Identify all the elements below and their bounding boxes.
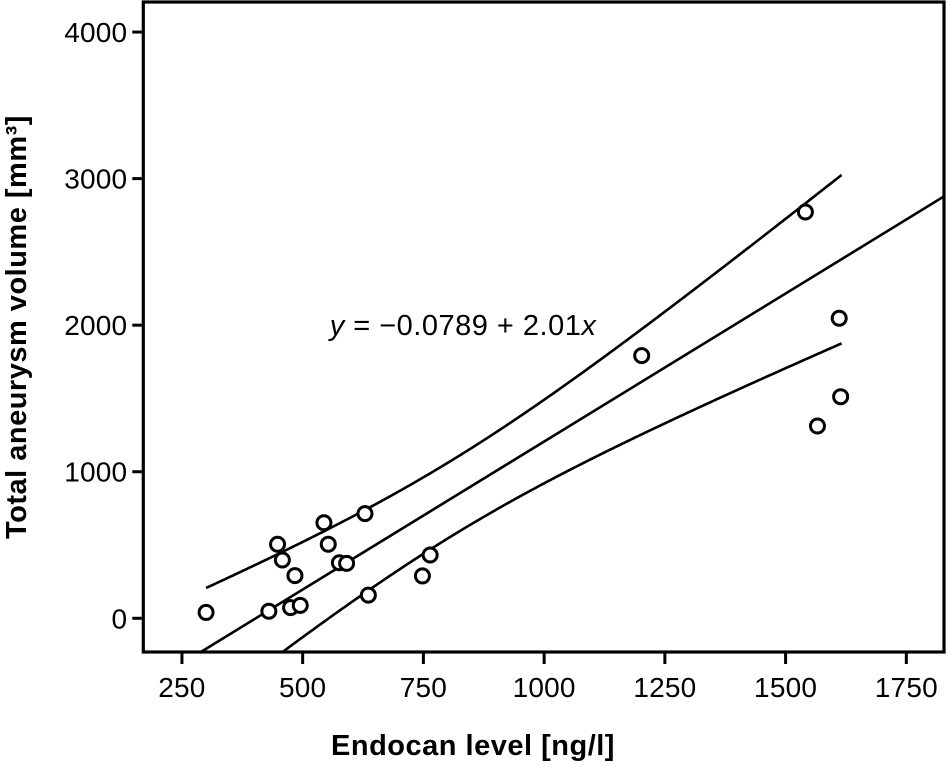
data-point-marker [319, 535, 337, 553]
y-tick-label: 3000 [64, 164, 127, 195]
data-point-marker [315, 514, 333, 532]
x-tick-label: 250 [158, 672, 205, 703]
x-tick-label: 750 [400, 672, 447, 703]
data-point-marker [796, 203, 814, 221]
data-point-marker [197, 603, 215, 621]
data-point-marker [633, 347, 651, 365]
data-point-marker [421, 546, 439, 564]
data-point-marker [260, 602, 278, 620]
data-point-marker [286, 567, 304, 585]
x-tick-label: 1250 [633, 672, 696, 703]
equation-x-symbol: x [579, 310, 597, 342]
y-axis-title: Total aneurysm volume [mm³] [1, 115, 33, 539]
data-point-marker [832, 388, 850, 406]
regression-and-confidence-curves [200, 173, 945, 652]
upper-confidence-line [205, 173, 843, 590]
x-tick-label: 500 [279, 672, 326, 703]
plot-frame [141, 0, 946, 654]
y-tick-label: 2000 [64, 310, 127, 341]
x-tick-label: 1000 [513, 672, 576, 703]
tick-labels-group: 250 500 750 1000 1250 1500 1750 0 1000 2000 3000 40… [64, 17, 938, 703]
data-point-marker [273, 551, 291, 569]
x-tick-label: 1750 [875, 672, 938, 703]
lower-confidence-line [280, 342, 843, 652]
equation-y-symbol: y [328, 310, 346, 342]
data-point-marker [413, 567, 431, 585]
y-tick-label: 1000 [64, 457, 127, 488]
axis-ticks-group [132, 30, 908, 664]
y-tick-label: 0 [112, 603, 128, 634]
regression-line [200, 195, 945, 652]
x-axis-title: Endocan level [ng/l] [331, 730, 615, 762]
x-tick-label: 1500 [754, 672, 817, 703]
data-point-marker [830, 309, 848, 327]
data-point-marker [291, 596, 309, 614]
data-point-marker [359, 586, 377, 604]
data-point-marker [269, 535, 287, 553]
data-point-marker [356, 505, 374, 523]
equation-annotation: y = −0.0789 + 2.01x [328, 310, 598, 342]
equation-body: = −0.0789 + 2.01 [345, 310, 582, 342]
data-point-marker [808, 417, 826, 435]
data-points-group [197, 203, 850, 621]
y-tick-label: 4000 [64, 17, 127, 48]
data-point-marker [338, 554, 356, 572]
